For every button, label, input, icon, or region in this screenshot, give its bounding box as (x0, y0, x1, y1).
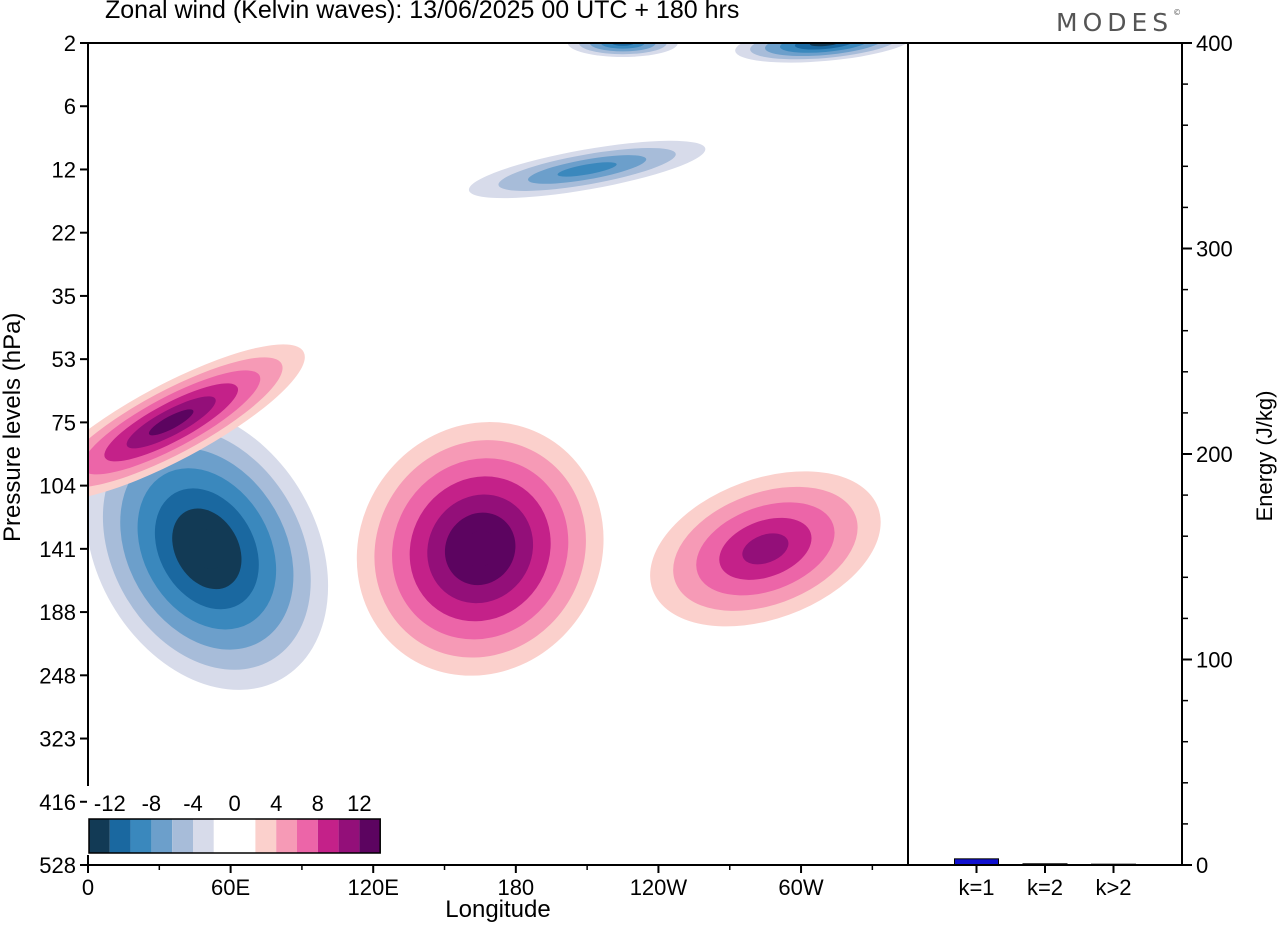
chart-title: Zonal wind (Kelvin waves): 13/06/2025 00… (105, 0, 740, 24)
energy-y-tick-label: 0 (1196, 853, 1208, 878)
legend-label: -4 (183, 791, 203, 816)
y-tick-label: 248 (39, 663, 76, 688)
energy-bars: k=1 k=2 k>2 (954, 858, 1136, 900)
legend-swatch (151, 819, 173, 853)
x-tick-label: 120W (630, 875, 688, 900)
contour-feature-0 (88, 407, 329, 690)
y-tick-label: 141 (39, 537, 76, 562)
y-tick-label: 53 (52, 347, 76, 372)
energy-y-tick-label: 100 (1196, 648, 1233, 673)
y-tick-label: 104 (39, 474, 76, 499)
contour-band (742, 533, 789, 565)
legend-swatch (234, 819, 256, 853)
y-tick-label: 416 (39, 790, 76, 815)
legend-swatch (276, 819, 297, 853)
x-tick-label: 60E (211, 875, 250, 900)
energy-panel-frame (907, 42, 1183, 866)
energy-y-tick-label: 300 (1196, 237, 1233, 262)
legend-swatch (172, 819, 193, 853)
logo-text: MODES (1056, 8, 1174, 37)
y-tick-label: 6 (64, 94, 76, 119)
contour-feature-2 (88, 344, 305, 501)
x-axis-label: Longitude (445, 896, 551, 923)
y-tick-label: 35 (52, 284, 76, 309)
legend-label: 8 (312, 791, 324, 816)
x-tick-label: 180 (497, 875, 534, 900)
x-tick-label: 60W (778, 875, 823, 900)
legend-swatch (338, 819, 360, 853)
x-tick-label: 0 (82, 875, 94, 900)
legend-swatch (255, 819, 277, 853)
contour-feature-3 (650, 471, 881, 627)
legend-label: -8 (142, 791, 162, 816)
y-tick-label: 12 (52, 157, 76, 182)
legend-label: 0 (228, 791, 240, 816)
y-tick-label: 75 (52, 410, 76, 435)
y-tick-label: 22 (52, 221, 76, 246)
legend-swatch (109, 819, 131, 853)
y-tick-label: 528 (39, 853, 76, 878)
contour-band (557, 162, 617, 177)
contour-band (148, 409, 194, 436)
legend-label: -12 (94, 791, 126, 816)
legend-label: 4 (270, 791, 282, 816)
contour-feature-6 (468, 140, 706, 199)
color-legend: -12 -8 -4 0 4 8 12 (87, 786, 383, 855)
legend-swatch (317, 819, 339, 853)
energy-x-tick-label: k=1 (958, 875, 994, 900)
heatmap-contours (88, 43, 908, 690)
legend-label: 12 (347, 791, 371, 816)
y-tick-label: 188 (39, 600, 76, 625)
legend-swatch (213, 819, 235, 853)
energy-x-tick-label: k>2 (1095, 875, 1131, 900)
contour-band (462, 530, 498, 567)
energy-y-tick-label: 400 (1196, 31, 1233, 56)
legend-swatch (193, 819, 214, 853)
legend-swatch (297, 819, 318, 853)
y-tick-label: 2 (64, 31, 76, 56)
modes-logo: MODES© (1056, 8, 1181, 37)
energy-y-tick-label: 200 (1196, 442, 1233, 467)
logo-mark: © (1173, 8, 1182, 17)
x-tick-label: 120E (348, 875, 399, 900)
legend-swatch (89, 819, 110, 853)
contour-feature-1 (356, 422, 604, 676)
legend-swatch (359, 819, 381, 853)
legend-swatch (130, 819, 152, 853)
legend-frame (88, 818, 381, 854)
energy-x-tick-label: k=2 (1027, 875, 1063, 900)
y-tick-label: 323 (39, 727, 76, 752)
contour-band (189, 528, 225, 569)
